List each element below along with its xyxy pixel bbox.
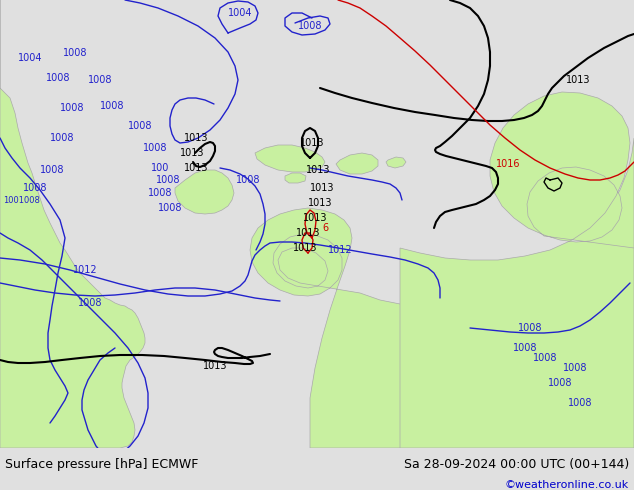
Text: 1008: 1008 xyxy=(298,21,322,31)
Text: 1008: 1008 xyxy=(568,398,592,408)
Text: 1008: 1008 xyxy=(518,323,542,333)
Text: 1013: 1013 xyxy=(203,361,227,371)
Polygon shape xyxy=(0,0,145,448)
Text: 1013: 1013 xyxy=(295,228,320,238)
Polygon shape xyxy=(285,173,306,183)
Text: 1008: 1008 xyxy=(49,133,74,143)
Polygon shape xyxy=(175,170,234,214)
Text: ©weatheronline.co.uk: ©weatheronline.co.uk xyxy=(505,480,629,490)
Text: 1008: 1008 xyxy=(533,353,557,363)
Text: 1008: 1008 xyxy=(148,188,172,198)
Text: 1008: 1008 xyxy=(63,48,87,58)
Text: 1016: 1016 xyxy=(496,159,521,169)
Text: 1012: 1012 xyxy=(328,245,353,255)
Text: 100: 100 xyxy=(151,163,169,173)
Text: 6: 6 xyxy=(322,223,328,233)
Text: Sa 28-09-2024 00:00 UTC (00+144): Sa 28-09-2024 00:00 UTC (00+144) xyxy=(404,458,629,471)
Text: 1013: 1013 xyxy=(184,163,208,173)
Polygon shape xyxy=(250,138,634,448)
Polygon shape xyxy=(336,153,378,174)
Polygon shape xyxy=(400,92,634,448)
Text: 1008: 1008 xyxy=(40,165,64,175)
Text: 1008: 1008 xyxy=(563,363,587,373)
Text: 1013: 1013 xyxy=(184,133,208,143)
Text: 1001008: 1001008 xyxy=(4,196,41,204)
Text: 1008: 1008 xyxy=(156,175,180,185)
Text: 1004: 1004 xyxy=(228,8,252,18)
Text: Surface pressure [hPa] ECMWF: Surface pressure [hPa] ECMWF xyxy=(5,458,198,471)
Text: 1004: 1004 xyxy=(18,53,42,63)
Text: 1008: 1008 xyxy=(236,175,260,185)
Text: 1008: 1008 xyxy=(23,183,48,193)
Text: 1013: 1013 xyxy=(180,148,204,158)
Text: 1013: 1013 xyxy=(566,75,590,85)
Text: 1013: 1013 xyxy=(303,213,327,223)
Text: 1013: 1013 xyxy=(293,243,317,253)
Text: 1013: 1013 xyxy=(300,138,324,148)
Polygon shape xyxy=(386,157,406,168)
Text: 1008: 1008 xyxy=(100,101,124,111)
Text: 1013: 1013 xyxy=(306,165,330,175)
Text: 1008: 1008 xyxy=(158,203,182,213)
Polygon shape xyxy=(255,145,325,172)
Text: 1008: 1008 xyxy=(513,343,537,353)
Text: 1008: 1008 xyxy=(548,378,573,388)
Text: 1012: 1012 xyxy=(73,265,97,275)
Text: 1008: 1008 xyxy=(78,298,102,308)
Text: 1008: 1008 xyxy=(127,121,152,131)
Text: 1013: 1013 xyxy=(307,198,332,208)
Text: 1013: 1013 xyxy=(310,183,334,193)
Text: 1008: 1008 xyxy=(60,103,84,113)
Text: 1008: 1008 xyxy=(87,75,112,85)
Text: 1008: 1008 xyxy=(46,73,70,83)
Text: 1008: 1008 xyxy=(143,143,167,153)
